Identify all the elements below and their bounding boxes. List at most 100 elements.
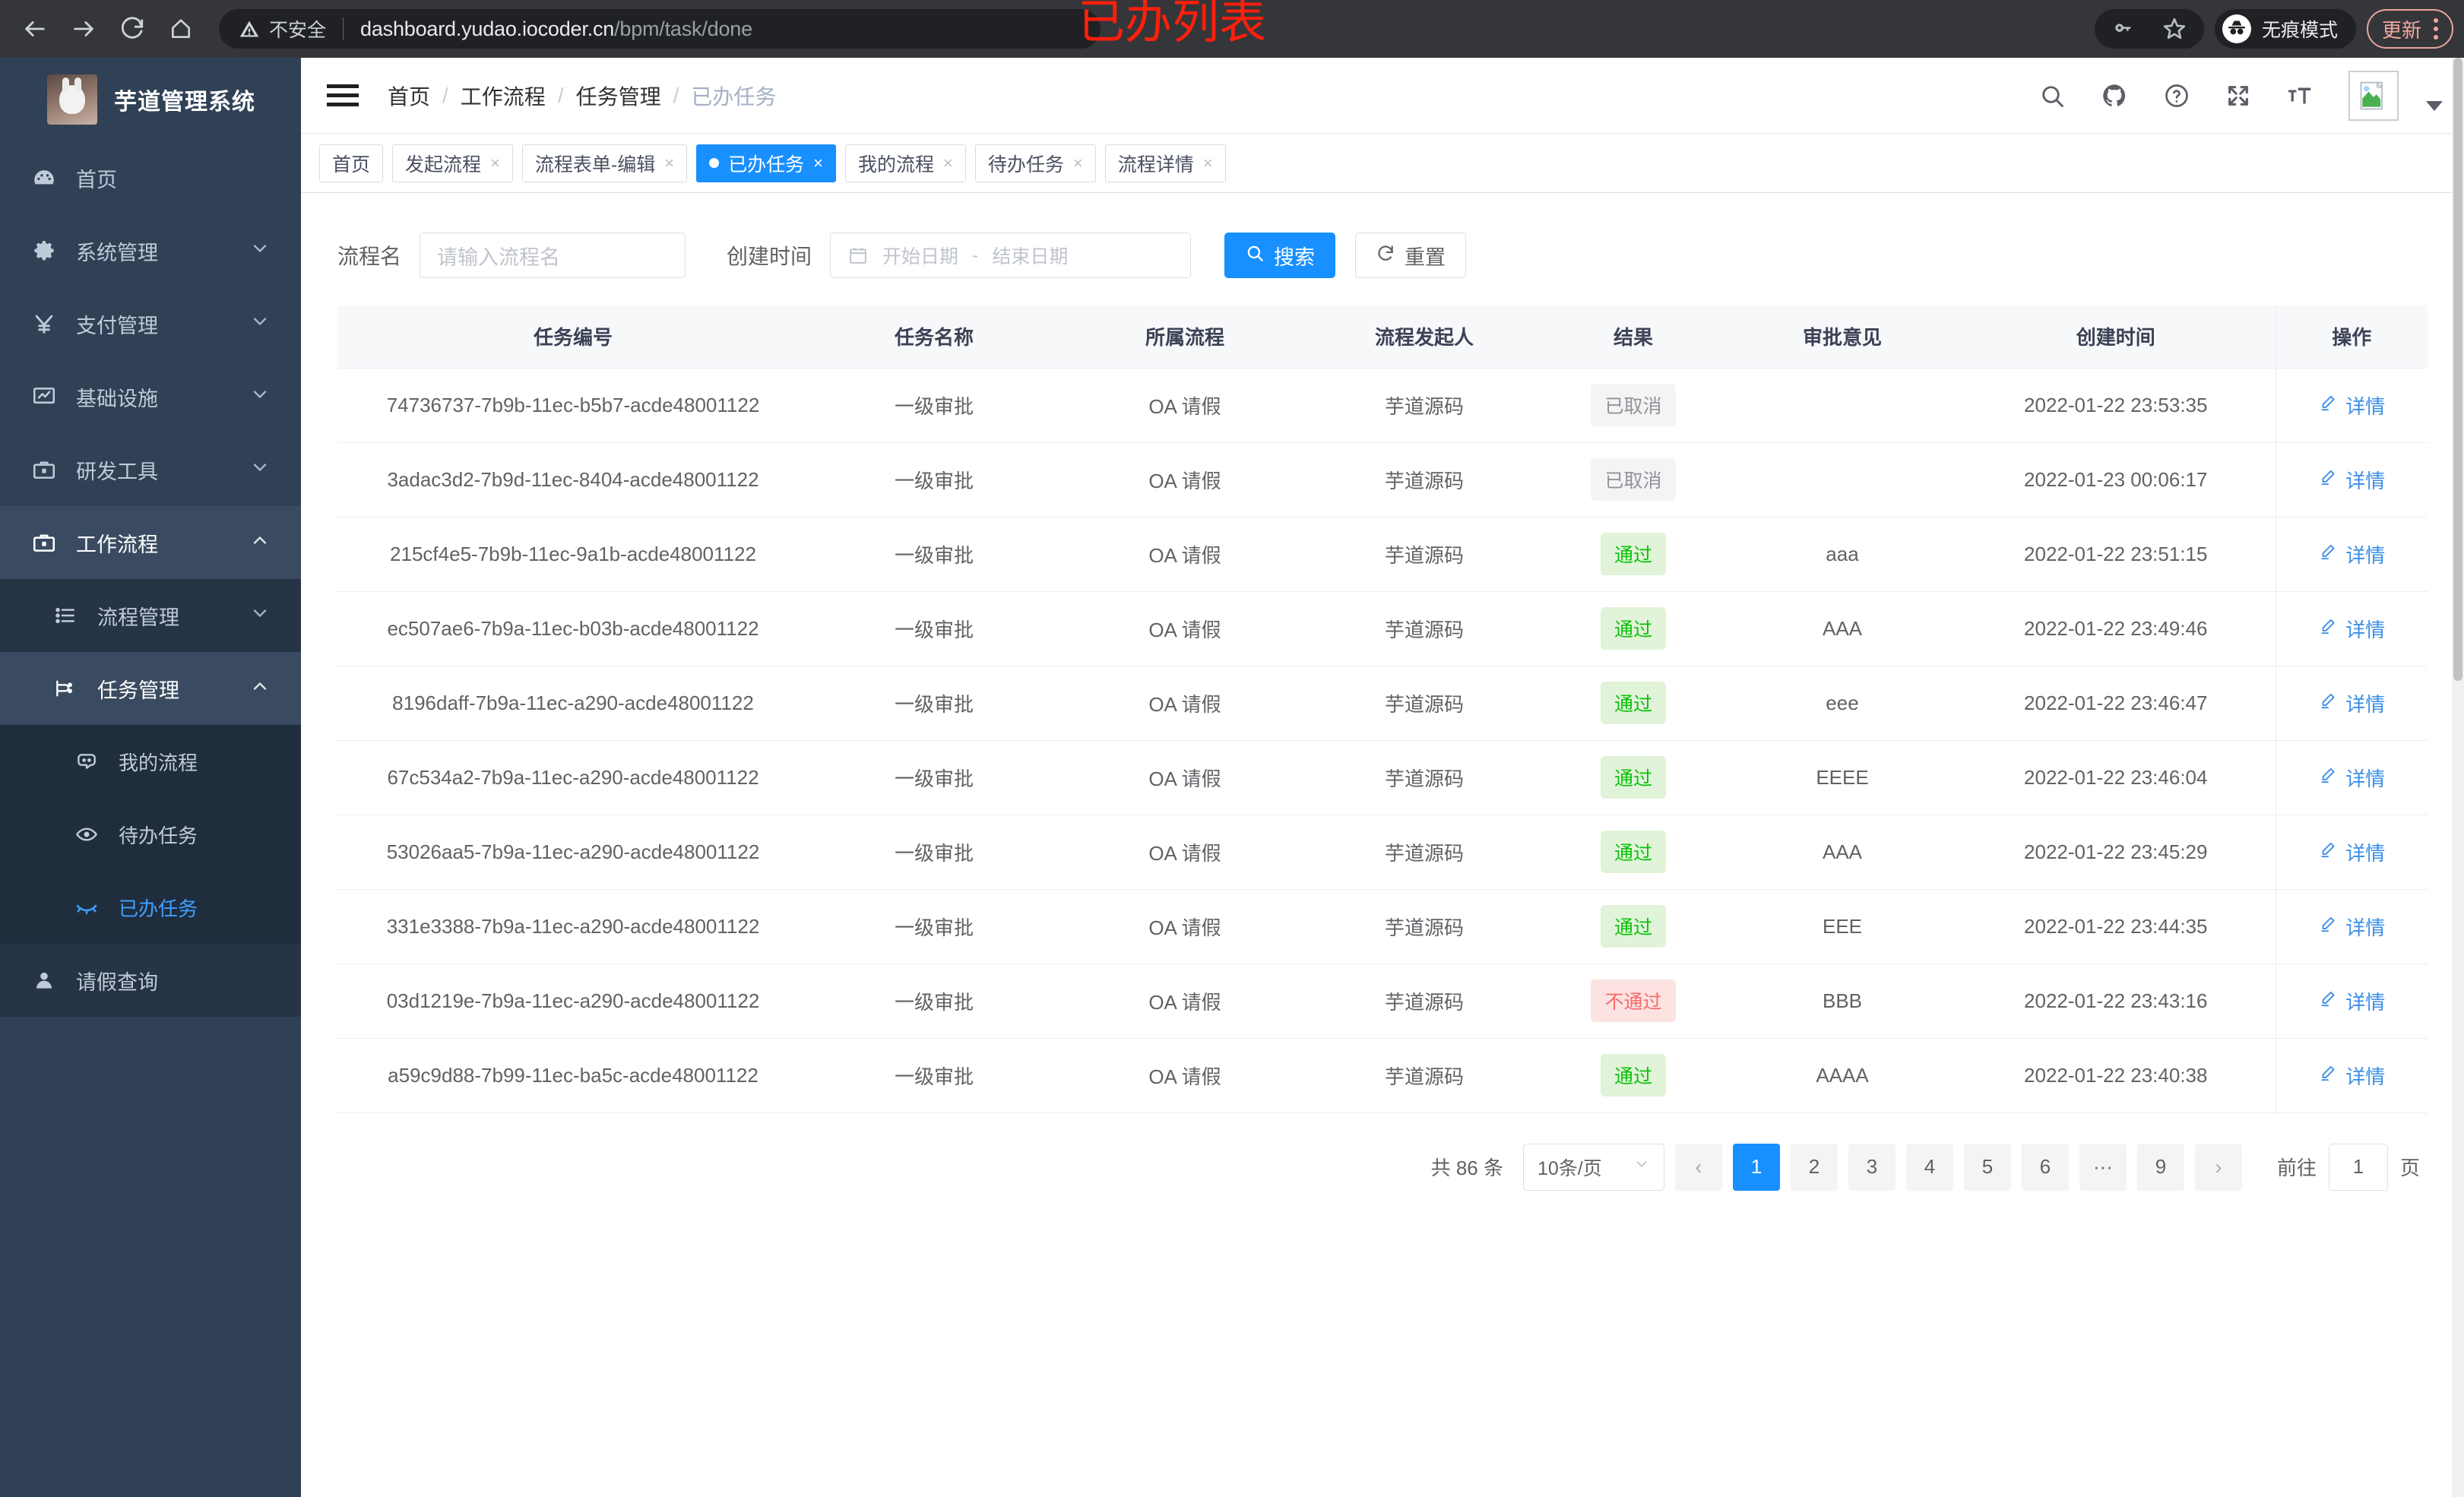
page-button-9[interactable]: 9 bbox=[2136, 1143, 2184, 1191]
detail-link[interactable]: 详情 bbox=[2318, 987, 2385, 1015]
cell-task-id: 67c534a2-7b9a-11ec-a290-acde48001122 bbox=[337, 740, 809, 815]
scrollbar-thumb[interactable] bbox=[2453, 58, 2462, 681]
breadcrumb-item-1[interactable]: 工作流程 bbox=[460, 84, 546, 109]
tab-label: 流程表单-编辑 bbox=[534, 153, 656, 176]
detail-link[interactable]: 详情 bbox=[2318, 913, 2385, 941]
table-row[interactable]: 67c534a2-7b9a-11ec-a290-acde48001122 一级审批… bbox=[337, 740, 2428, 815]
chevron-down-icon bbox=[249, 457, 271, 483]
tab-process-detail[interactable]: 流程详情 × bbox=[1104, 144, 1226, 182]
close-icon[interactable]: × bbox=[1072, 153, 1083, 172]
tab-label: 发起流程 bbox=[405, 153, 482, 176]
next-page-button[interactable]: › bbox=[2194, 1143, 2242, 1191]
font-size-icon[interactable] bbox=[2286, 82, 2314, 109]
brand[interactable]: 芋道管理系统 bbox=[0, 58, 301, 141]
prev-page-button[interactable]: ‹ bbox=[1674, 1143, 1722, 1191]
sidebar-item-done-task[interactable]: 已办任务 bbox=[0, 871, 301, 944]
detail-link[interactable]: 详情 bbox=[2318, 391, 2385, 419]
page-button-5[interactable]: 5 bbox=[1963, 1143, 2011, 1191]
tab-process-form-edit[interactable]: 流程表单-编辑 × bbox=[521, 144, 688, 182]
page-button-6[interactable]: 6 bbox=[2021, 1143, 2069, 1191]
fullscreen-icon[interactable] bbox=[2225, 83, 2251, 109]
tab-home[interactable]: 首页 bbox=[319, 144, 384, 182]
close-icon[interactable]: × bbox=[664, 153, 675, 172]
question-circle-icon[interactable] bbox=[2163, 82, 2190, 109]
close-icon[interactable]: × bbox=[1202, 153, 1213, 172]
page-button-2[interactable]: 2 bbox=[1790, 1143, 1838, 1191]
tab-start-process[interactable]: 发起流程 × bbox=[392, 144, 513, 182]
page-button-1[interactable]: 1 bbox=[1732, 1143, 1780, 1191]
key-icon[interactable] bbox=[2111, 17, 2136, 41]
page-button-3[interactable]: 3 bbox=[1848, 1143, 1896, 1191]
insecure-badge[interactable]: 不安全 bbox=[239, 15, 326, 43]
sidebar-item-infrastructure[interactable]: 基础设施 bbox=[0, 360, 301, 433]
sidebar-item-leave-query[interactable]: 请假查询 bbox=[0, 944, 301, 1017]
detail-link[interactable]: 详情 bbox=[2318, 466, 2385, 494]
sidebar-item-devtools[interactable]: 研发工具 bbox=[0, 433, 301, 506]
breadcrumb-item-2[interactable]: 任务管理 bbox=[575, 84, 661, 109]
page-jump-input[interactable]: 1 bbox=[2328, 1143, 2388, 1191]
incognito-indicator[interactable]: 无痕模式 bbox=[2214, 9, 2356, 49]
breadcrumb-item-0[interactable]: 首页 bbox=[388, 84, 431, 109]
avatar[interactable] bbox=[2348, 71, 2399, 121]
sidebar-item-system[interactable]: 系统管理 bbox=[0, 214, 301, 287]
table-row[interactable]: 74736737-7b9b-11ec-b5b7-acde48001122 一级审批… bbox=[337, 368, 2428, 443]
table-row[interactable]: 3adac3d2-7b9d-11ec-8404-acde48001122 一级审批… bbox=[337, 442, 2428, 517]
page-button-4[interactable]: 4 bbox=[1905, 1143, 1953, 1191]
detail-link[interactable]: 详情 bbox=[2318, 1062, 2385, 1090]
reload-icon[interactable] bbox=[111, 8, 154, 50]
search-input[interactable]: 请输入流程名 bbox=[420, 233, 686, 278]
detail-link[interactable]: 详情 bbox=[2318, 689, 2385, 717]
tab-done-task[interactable]: 已办任务 × bbox=[696, 144, 836, 182]
page-size-select[interactable]: 10条/页 bbox=[1522, 1143, 1664, 1191]
hamburger-icon[interactable] bbox=[327, 84, 359, 106]
sidebar-item-home[interactable]: 首页 bbox=[0, 141, 301, 214]
table-row[interactable]: 331e3388-7b9a-11ec-a290-acde48001122 一级审批… bbox=[337, 889, 2428, 964]
tab-todo-task[interactable]: 待办任务 × bbox=[974, 144, 1096, 182]
address-bar[interactable]: 不安全 dashboard.yudao.iocoder.cn/bpm/task/… bbox=[219, 9, 1101, 49]
home-icon[interactable] bbox=[160, 8, 202, 50]
sidebar-item-todo-task[interactable]: 待办任务 bbox=[0, 798, 301, 871]
tab-my-process[interactable]: 我的流程 × bbox=[844, 144, 966, 182]
close-icon[interactable]: × bbox=[942, 153, 953, 172]
user-icon bbox=[24, 968, 64, 992]
caret-down-icon[interactable] bbox=[2426, 100, 2443, 111]
sidebar-item-process-manage[interactable]: 流程管理 bbox=[0, 579, 301, 652]
omnibox-divider bbox=[343, 17, 344, 40]
page-ellipsis[interactable]: ··· bbox=[2079, 1143, 2127, 1191]
message-icon bbox=[67, 749, 106, 774]
cell-task-name: 一级审批 bbox=[809, 889, 1059, 964]
detail-link[interactable]: 详情 bbox=[2318, 540, 2385, 568]
table-row[interactable]: 8196daff-7b9a-11ec-a290-acde48001122 一级审批… bbox=[337, 666, 2428, 741]
sidebar-item-payment[interactable]: 支付管理 bbox=[0, 287, 301, 360]
sidebar-item-task-manage[interactable]: 任务管理 bbox=[0, 652, 301, 725]
page-scrollbar[interactable] bbox=[2452, 58, 2464, 1497]
sidebar-item-my-process[interactable]: 我的流程 bbox=[0, 725, 301, 798]
update-button[interactable]: 更新 bbox=[2366, 9, 2453, 49]
close-icon[interactable]: × bbox=[490, 153, 500, 172]
github-icon[interactable] bbox=[2101, 82, 2128, 109]
star-icon[interactable] bbox=[2162, 16, 2187, 42]
date-range-picker[interactable]: 开始日期 - 结束日期 bbox=[830, 233, 1192, 278]
column-comment: 审批意见 bbox=[1728, 305, 1956, 369]
url-path: /bpm/task/done bbox=[614, 17, 752, 40]
forward-icon[interactable] bbox=[62, 8, 105, 50]
table-header-row: 任务编号 任务名称 所属流程 流程发起人 结果 审批意见 创建时间 操作 bbox=[337, 305, 2428, 369]
table-row[interactable]: ec507ae6-7b9a-11ec-b03b-acde48001122 一级审批… bbox=[337, 591, 2428, 666]
table-row[interactable]: 215cf4e5-7b9b-11ec-9a1b-acde48001122 一级审批… bbox=[337, 517, 2428, 592]
search-icon[interactable] bbox=[2038, 82, 2066, 109]
back-icon[interactable] bbox=[14, 8, 56, 50]
reset-button[interactable]: 重置 bbox=[1355, 233, 1467, 278]
detail-link[interactable]: 详情 bbox=[2318, 838, 2385, 866]
table-row[interactable]: a59c9d88-7b99-11ec-ba5c-acde48001122 一级审批… bbox=[337, 1038, 2428, 1113]
search-button[interactable]: 搜索 bbox=[1224, 233, 1336, 278]
cell-process: OA 请假 bbox=[1059, 889, 1310, 964]
kebab-menu-icon[interactable] bbox=[2434, 18, 2438, 40]
cell-task-name: 一级审批 bbox=[809, 666, 1059, 741]
detail-link[interactable]: 详情 bbox=[2318, 764, 2385, 792]
close-icon[interactable]: × bbox=[813, 153, 823, 172]
table-row[interactable]: 53026aa5-7b9a-11ec-a290-acde48001122 一级审批… bbox=[337, 815, 2428, 890]
table-row[interactable]: 03d1219e-7b9a-11ec-a290-acde48001122 一级审批… bbox=[337, 964, 2428, 1039]
monitor-icon bbox=[24, 384, 64, 410]
detail-link[interactable]: 详情 bbox=[2318, 615, 2385, 643]
sidebar-item-workflow[interactable]: 工作流程 bbox=[0, 506, 301, 579]
